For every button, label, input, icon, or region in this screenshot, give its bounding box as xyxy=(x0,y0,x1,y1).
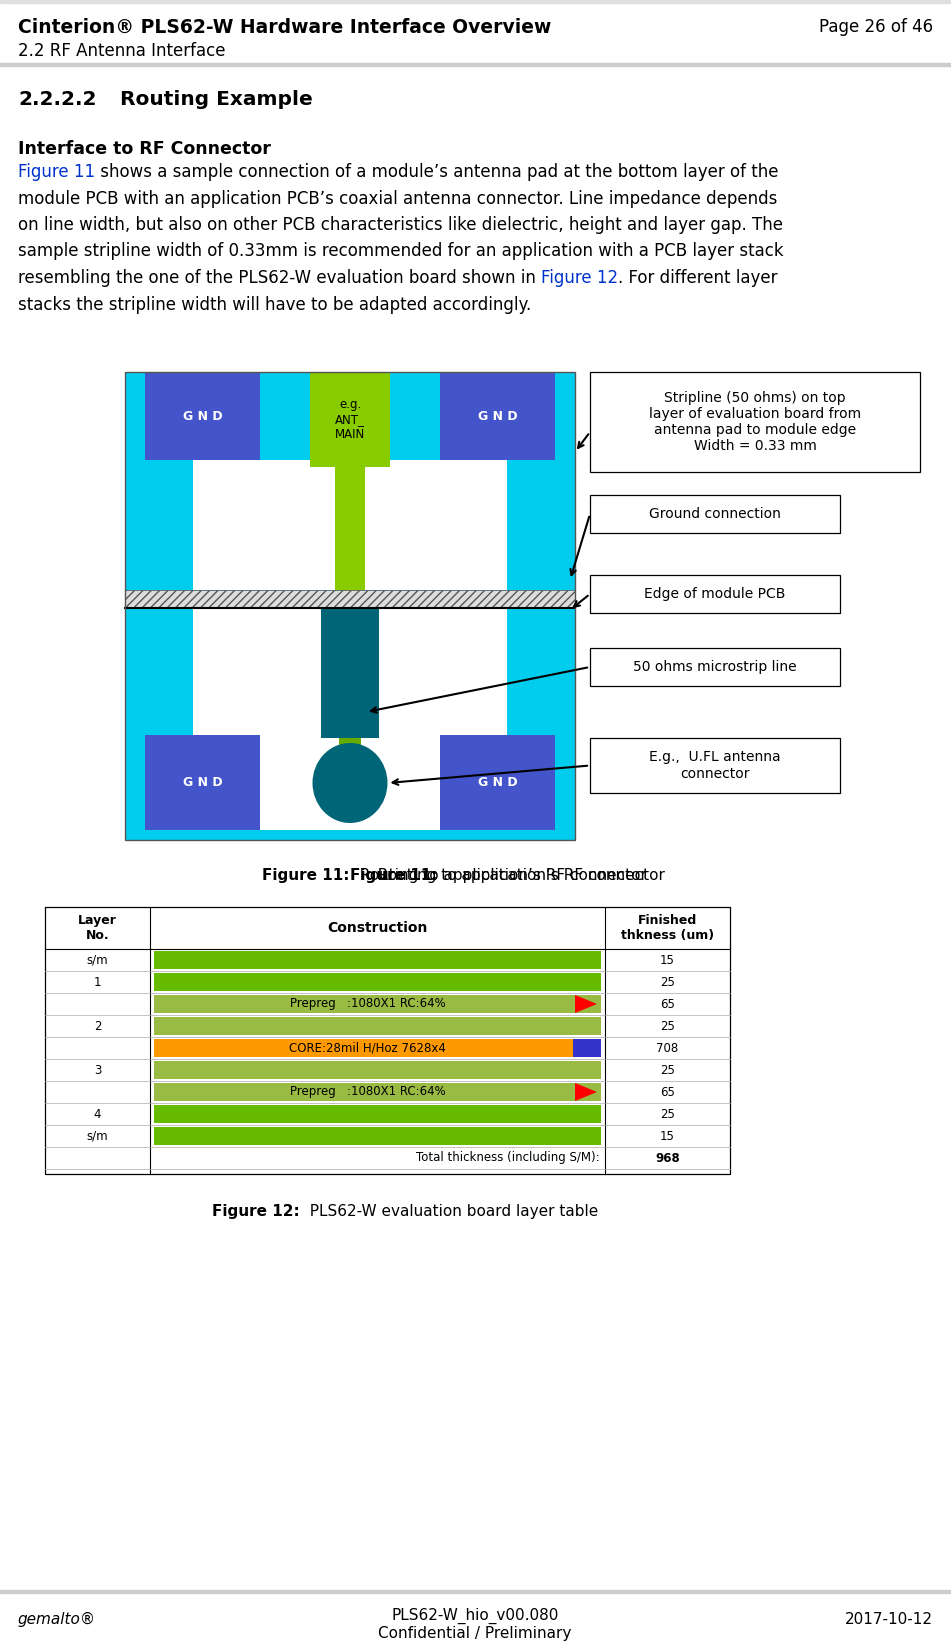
Text: Page 26 of 46: Page 26 of 46 xyxy=(819,18,933,36)
Polygon shape xyxy=(575,994,597,1012)
Bar xyxy=(440,735,555,830)
Text: Finished
thkness (um): Finished thkness (um) xyxy=(621,914,714,942)
Bar xyxy=(590,574,840,614)
Text: Construction: Construction xyxy=(327,921,428,935)
Text: 65: 65 xyxy=(660,998,675,1011)
Bar xyxy=(590,373,920,473)
Text: Ground connection: Ground connection xyxy=(650,507,781,520)
Text: sample stripline width of 0.33mm is recommended for an application with a PCB la: sample stripline width of 0.33mm is reco… xyxy=(18,243,784,261)
Bar xyxy=(154,1039,601,1057)
Ellipse shape xyxy=(313,743,387,824)
Text: 2.2 RF Antenna Interface: 2.2 RF Antenna Interface xyxy=(18,43,225,61)
Bar xyxy=(573,1039,601,1057)
Text: Figure 12:: Figure 12: xyxy=(212,1204,300,1219)
Bar xyxy=(590,496,840,533)
Bar xyxy=(590,738,840,793)
Text: Confidential / Preliminary: Confidential / Preliminary xyxy=(378,1626,572,1641)
Bar xyxy=(145,735,260,830)
Bar xyxy=(125,373,575,840)
Bar xyxy=(154,1062,601,1080)
Text: Cinterion® PLS62-W Hardware Interface Overview: Cinterion® PLS62-W Hardware Interface Ov… xyxy=(18,18,552,38)
Text: s/m: s/m xyxy=(87,953,108,967)
Text: . For different layer: . For different layer xyxy=(618,269,778,287)
Text: 50 ohms microstrip line: 50 ohms microstrip line xyxy=(633,660,797,674)
Text: Prepreg   :1080X1 RC:64%: Prepreg :1080X1 RC:64% xyxy=(290,1085,445,1098)
Text: Interface to RF Connector: Interface to RF Connector xyxy=(18,139,271,158)
Text: 708: 708 xyxy=(656,1042,679,1055)
Text: 2: 2 xyxy=(94,1019,101,1032)
Bar xyxy=(125,373,575,840)
Text: 3: 3 xyxy=(94,1063,101,1076)
Text: resembling the one of the PLS62-W evaluation board shown in: resembling the one of the PLS62-W evalua… xyxy=(18,269,541,287)
Text: G N D: G N D xyxy=(183,410,223,422)
Bar xyxy=(154,994,601,1012)
Text: PLS62-W evaluation board layer table: PLS62-W evaluation board layer table xyxy=(300,1204,598,1219)
Polygon shape xyxy=(575,1083,597,1101)
Text: shows a sample connection of a module’s antenna pad at the bottom layer of the: shows a sample connection of a module’s … xyxy=(95,162,779,181)
Text: stacks the stripline width will have to be adapted accordingly.: stacks the stripline width will have to … xyxy=(18,295,532,313)
Text: 2.2.2.2: 2.2.2.2 xyxy=(18,90,96,108)
Bar xyxy=(154,1083,601,1101)
Text: G N D: G N D xyxy=(183,776,223,789)
Text: Figure 12: Figure 12 xyxy=(541,269,618,287)
Bar xyxy=(154,1104,601,1122)
Text: Prepreg   :1080X1 RC:64%: Prepreg :1080X1 RC:64% xyxy=(290,998,445,1011)
Bar xyxy=(590,648,840,686)
Bar xyxy=(154,952,601,968)
Text: 25: 25 xyxy=(660,1019,675,1032)
Bar xyxy=(154,1017,601,1035)
Bar xyxy=(193,609,507,830)
Text: G N D: G N D xyxy=(477,776,517,789)
Text: 25: 25 xyxy=(660,975,675,988)
Text: Stripline (50 ohms) on top
layer of evaluation board from
antenna pad to module : Stripline (50 ohms) on top layer of eval… xyxy=(649,391,861,453)
Text: e.g.
ANT_
MAIN: e.g. ANT_ MAIN xyxy=(335,399,365,441)
Text: Layer
No.: Layer No. xyxy=(78,914,117,942)
Bar xyxy=(339,591,361,761)
Bar xyxy=(321,609,379,738)
Text: 15: 15 xyxy=(660,953,675,967)
Text: CORE:28mil H/Hoz 7628x4: CORE:28mil H/Hoz 7628x4 xyxy=(289,1042,446,1055)
Text: Routing to application’s RF connector: Routing to application’s RF connector xyxy=(367,868,665,883)
Bar xyxy=(154,973,601,991)
Text: E.g.,  U.FL antenna
connector: E.g., U.FL antenna connector xyxy=(650,750,781,781)
Bar xyxy=(335,468,365,591)
Bar xyxy=(310,373,390,468)
Text: 25: 25 xyxy=(660,1063,675,1076)
Text: 968: 968 xyxy=(655,1152,680,1165)
Text: gemalto®: gemalto® xyxy=(18,1611,96,1626)
Text: 65: 65 xyxy=(660,1085,675,1098)
Text: Routing to application’s RF connector: Routing to application’s RF connector xyxy=(350,868,647,883)
Bar xyxy=(125,591,575,609)
Bar xyxy=(45,907,730,1173)
Text: PLS62-W_hio_v00.080: PLS62-W_hio_v00.080 xyxy=(391,1608,558,1625)
Text: 2017-10-12: 2017-10-12 xyxy=(845,1611,933,1626)
Text: 1: 1 xyxy=(94,975,101,988)
Text: Figure 11: Figure 11 xyxy=(18,162,95,181)
Text: G N D: G N D xyxy=(477,410,517,422)
Text: s/m: s/m xyxy=(87,1129,108,1142)
Text: Total thickness (including S/M):: Total thickness (including S/M): xyxy=(417,1152,600,1165)
Text: module PCB with an application PCB’s coaxial antenna connector. Line impedance d: module PCB with an application PCB’s coa… xyxy=(18,189,777,207)
Bar xyxy=(193,459,507,591)
Text: 4: 4 xyxy=(94,1108,101,1121)
Text: 25: 25 xyxy=(660,1108,675,1121)
Bar xyxy=(440,373,555,459)
Bar xyxy=(154,1127,601,1145)
Text: 15: 15 xyxy=(660,1129,675,1142)
Text: Figure 11:: Figure 11: xyxy=(262,868,350,883)
Bar xyxy=(145,373,260,459)
Text: Routing Example: Routing Example xyxy=(120,90,313,108)
Text: on line width, but also on other PCB characteristics like dielectric, height and: on line width, but also on other PCB cha… xyxy=(18,217,783,235)
Text: Edge of module PCB: Edge of module PCB xyxy=(645,587,786,601)
Text: Figure 11:: Figure 11: xyxy=(350,868,437,883)
